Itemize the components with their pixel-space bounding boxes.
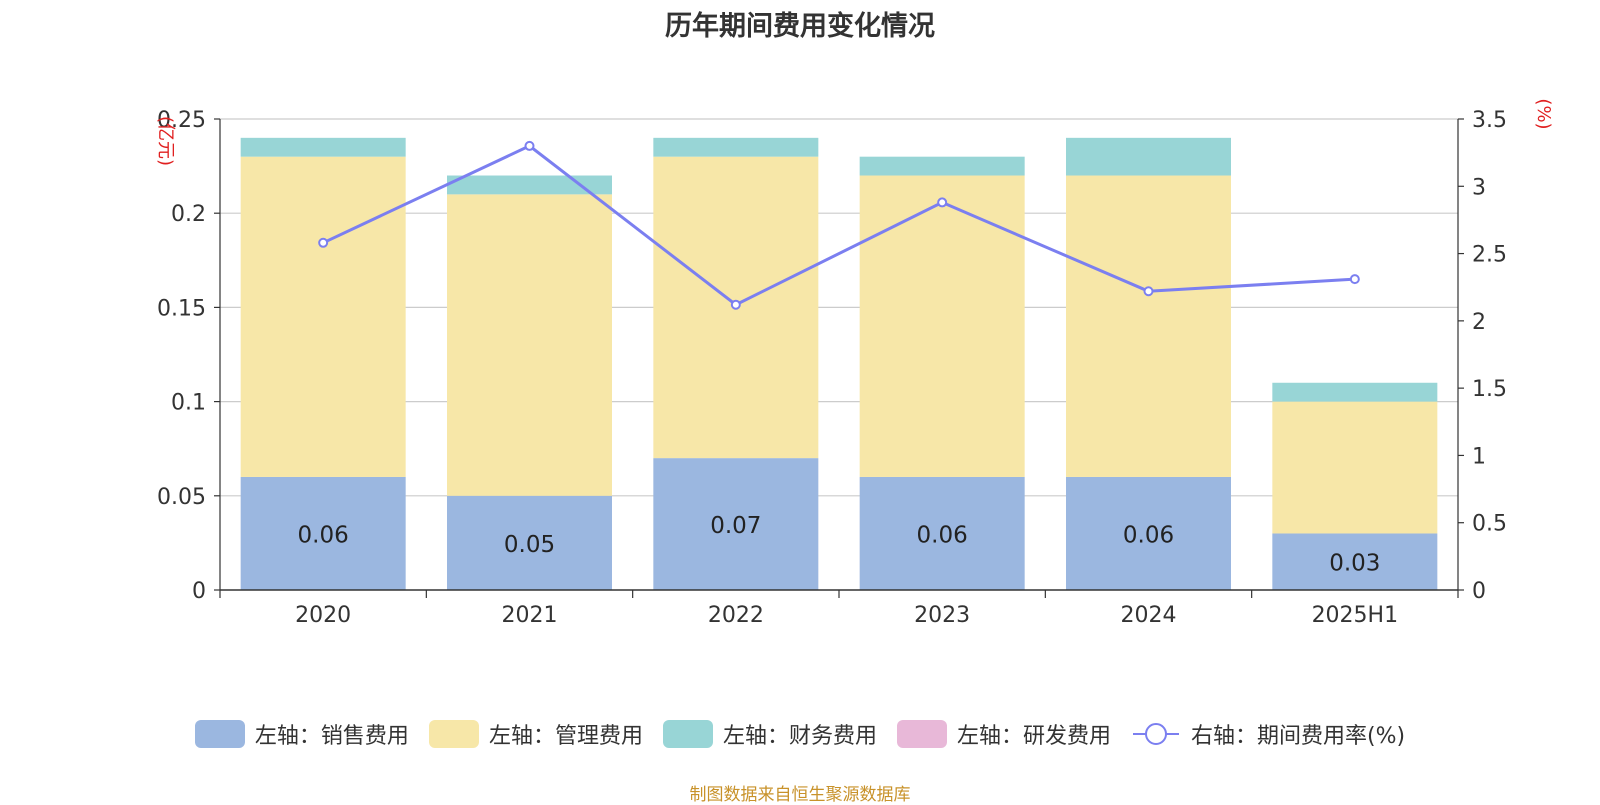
- right-tick-label: 1.5: [1472, 377, 1507, 402]
- bar-data-label: 0.06: [1123, 522, 1174, 548]
- right-tick-label: 0.5: [1472, 512, 1507, 537]
- left-tick-label: 0: [192, 579, 206, 604]
- legend-swatch-finance: [662, 720, 713, 748]
- bar-segment-2: [859, 156, 1025, 176]
- x-tick-label: 2024: [1121, 603, 1177, 628]
- legend-label-finance: 左轴：财务费用: [722, 724, 877, 749]
- legend-item-rate[interactable]: 右轴：期间费用率(%): [1131, 718, 1405, 750]
- left-tick-label: 0.2: [171, 202, 206, 227]
- rate-line: [322, 144, 1355, 307]
- bar-segment-0: [1066, 476, 1231, 590]
- legend-label-rate: 右轴：期间费用率(%): [1190, 724, 1406, 749]
- legend-item-finance[interactable]: 左轴：财务费用: [662, 718, 877, 750]
- x-tick-label: 2022: [708, 603, 764, 628]
- right-tick-label: 2.5: [1472, 243, 1507, 268]
- right-axis-unit-label: (%): [1533, 98, 1554, 129]
- bar-data-label: 0.05: [504, 532, 555, 558]
- chart-title: 历年期间费用变化情况: [665, 11, 935, 42]
- right-tick-label: 3: [1472, 175, 1486, 200]
- bar-segment-0: [1272, 533, 1438, 590]
- bar-data-label: 0.03: [1329, 551, 1380, 577]
- left-tick-label: 0.25: [157, 108, 206, 133]
- x-tick-label: 2025H1: [1312, 603, 1399, 628]
- legend-line-marker-icon: [1132, 723, 1179, 745]
- legend-swatch-sales: [194, 720, 245, 748]
- rate-point: [1349, 274, 1360, 285]
- left-tick-label: 0.1: [171, 391, 206, 416]
- right-tick-label: 0: [1472, 579, 1486, 604]
- bar-segment-2: [653, 137, 819, 157]
- bar-segment-2: [240, 137, 406, 157]
- right-tick-label: 1: [1472, 444, 1486, 469]
- legend-swatch-admin: [428, 720, 479, 748]
- bar-segment-2: [447, 175, 612, 195]
- legend-item-sales[interactable]: 左轴：销售费用: [194, 718, 409, 750]
- rate-point: [318, 237, 329, 248]
- bar-segment-1: [859, 175, 1025, 477]
- left-axis-unit-label: (亿元): [155, 116, 176, 166]
- legend: 左轴：销售费用 左轴：管理费用 左轴：财务费用 左轴：研发费用 右轴：期间费用率…: [0, 718, 1600, 750]
- bar-segment-0: [240, 476, 406, 590]
- bar-segment-2: [1066, 137, 1231, 176]
- bar-data-label: 0.06: [917, 522, 968, 548]
- rate-point: [937, 197, 948, 208]
- x-tick-label: 2021: [502, 603, 558, 628]
- left-tick-label: 0.05: [157, 485, 206, 510]
- legend-item-rnd[interactable]: 左轴：研发费用: [896, 718, 1111, 750]
- legend-label-rnd: 左轴：研发费用: [956, 724, 1111, 749]
- bar-segment-1: [240, 156, 406, 477]
- bar-segment-1: [1066, 175, 1231, 477]
- legend-item-admin[interactable]: 左轴：管理费用: [428, 718, 643, 750]
- rate-point: [1143, 286, 1154, 297]
- bar-segment-1: [447, 194, 612, 496]
- bar-segment-0: [859, 476, 1025, 590]
- legend-label-sales: 左轴：销售费用: [254, 724, 409, 749]
- legend-label-admin: 左轴：管理费用: [488, 724, 643, 749]
- bar-data-label: 0.07: [710, 513, 761, 539]
- source-note: 制图数据来自恒生聚源数据库: [689, 785, 911, 805]
- right-tick-label: 3.5: [1472, 108, 1507, 133]
- bar-segment-0: [653, 458, 819, 590]
- legend-swatch-rnd: [896, 720, 947, 748]
- rate-point: [524, 140, 535, 151]
- x-tick-label: 2020: [295, 603, 351, 628]
- left-tick-label: 0.15: [157, 296, 206, 321]
- bar-segment-2: [1272, 382, 1438, 402]
- rate-point: [730, 299, 741, 310]
- bar-data-label: 0.06: [298, 522, 349, 548]
- bar-segment-0: [447, 495, 612, 590]
- right-tick-label: 2: [1472, 310, 1486, 335]
- x-tick-label: 2023: [914, 603, 970, 628]
- bar-segment-1: [1272, 401, 1438, 534]
